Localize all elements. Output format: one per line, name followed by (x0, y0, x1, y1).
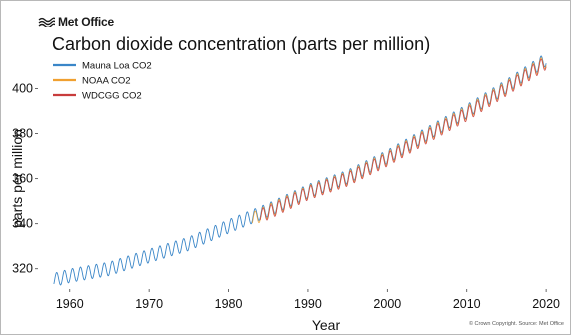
legend-label: WDCGG CO2 (82, 91, 142, 102)
x-tick-label: 1990 (294, 297, 322, 311)
y-tick-label: 360 (12, 172, 33, 186)
series-line-wdcgg-co2 (259, 58, 547, 221)
met-office-logo: Met Office (38, 15, 114, 29)
y-tick-label: 380 (12, 127, 33, 141)
x-tick-label: 1960 (56, 297, 84, 311)
y-tick-label: 340 (12, 217, 33, 231)
logo-text: Met Office (58, 15, 115, 29)
x-axis-label: Year (312, 317, 341, 333)
x-tick-label: 1980 (215, 297, 243, 311)
y-tick-label: 400 (12, 82, 33, 96)
x-tick-label: 1970 (135, 297, 163, 311)
legend-label: Mauna Loa CO2 (82, 61, 152, 72)
copyright-note: © Crown Copyright. Source: Met Office (468, 321, 564, 327)
y-tick-label: 320 (12, 262, 33, 276)
met-office-wave-icon (38, 17, 55, 27)
x-tick-label: 2000 (373, 297, 401, 311)
x-tick-label: 2020 (532, 297, 560, 311)
x-tick-label: 2010 (453, 297, 481, 311)
chart-title: Carbon dioxide concentration (parts per … (52, 34, 431, 54)
y-axis-label: parts per million (9, 129, 25, 228)
legend-label: NOAA CO2 (82, 76, 131, 87)
